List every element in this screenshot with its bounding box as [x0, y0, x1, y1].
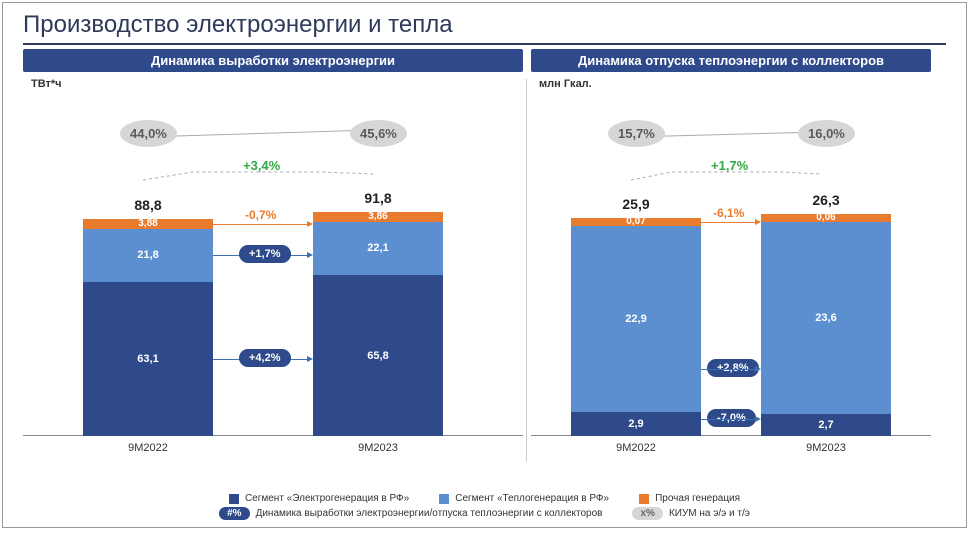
bar-segment-orange: 0,07	[571, 218, 701, 226]
bar-x-label: 9M2023	[313, 442, 443, 454]
bar-segment-dark: 2,7	[761, 414, 891, 436]
bar-segment-light: 21,8	[83, 229, 213, 282]
legend-kium-icon: x%	[632, 507, 662, 520]
bar-segment-dark: 65,8	[313, 275, 443, 436]
legend: Сегмент «Электрогенерация в РФ» Сегмент «…	[23, 493, 946, 523]
legend-badge-icon: #%	[219, 507, 249, 520]
bar-segment-light: 23,6	[761, 222, 891, 414]
change-arrow	[213, 224, 307, 225]
kium-badge: 16,0%	[798, 120, 855, 147]
kium-badge: 15,7%	[608, 120, 665, 147]
change-arrow	[701, 419, 755, 420]
page-title: Производство электроэнергии и тепла	[3, 3, 966, 43]
electricity-unit: ТВт*ч	[31, 78, 523, 90]
legend-swatch	[229, 494, 239, 504]
bar-x-label: 9M2023	[761, 442, 891, 454]
bar-total: 91,8	[313, 190, 443, 206]
segment-change-orange: -0,7%	[245, 208, 276, 222]
legend-swatch	[639, 494, 649, 504]
change-arrow	[701, 222, 755, 223]
segment-change-badge: +1,7%	[239, 245, 291, 263]
kium-badge: 45,6%	[350, 120, 407, 147]
bar-segment-orange: 0,06	[761, 214, 891, 222]
bar-segment-light: 22,9	[571, 226, 701, 412]
segment-change-badge: -7,0%	[707, 409, 756, 427]
bar-segment-orange: 3,88	[83, 219, 213, 228]
legend-badge-text: Динамика выработки электроэнергии/отпуск…	[256, 508, 603, 519]
bar-column: 2,723,60,069M202326,3	[761, 214, 891, 436]
bar-segment-dark: 2,9	[571, 412, 701, 436]
legend-item-text: Прочая генерация	[655, 493, 740, 504]
legend-item-text: Сегмент «Электрогенерация в РФ»	[245, 493, 409, 504]
bar-column: 2,922,90,079M202225,9	[571, 218, 701, 436]
electricity-header: Динамика выработки электроэнергии	[23, 49, 523, 72]
bar-column: 63,121,83,889M202288,8	[83, 219, 213, 436]
bar-segment-dark: 63,1	[83, 282, 213, 436]
segment-change-badge: +2,8%	[707, 359, 759, 377]
bar-x-label: 9M2022	[83, 442, 213, 454]
bar-total: 26,3	[761, 192, 891, 208]
segment-change-badge: +4,2%	[239, 349, 291, 367]
legend-swatch	[439, 494, 449, 504]
divider	[23, 43, 946, 45]
segment-change-orange: -6,1%	[713, 206, 744, 220]
change-arrow	[701, 369, 755, 370]
electricity-chart: 63,121,83,889M202288,844,0%65,822,13,869…	[23, 92, 523, 462]
bar-total: 25,9	[571, 196, 701, 212]
heat-header: Динамика отпуска теплоэнергии с коллекто…	[531, 49, 931, 72]
heat-chart: 2,922,90,079M202225,915,7%2,723,60,069M2…	[531, 92, 931, 462]
legend-item-text: Сегмент «Теплогенерация в РФ»	[455, 493, 609, 504]
legend-kium-text: КИУМ на э/э и т/э	[669, 508, 750, 519]
heat-unit: млн Гкал.	[539, 78, 931, 90]
bar-segment-light: 22,1	[313, 222, 443, 276]
electricity-panel: Динамика выработки электроэнергии ТВт*ч …	[23, 49, 523, 462]
top-change: +3,4%	[243, 158, 280, 173]
bar-segment-orange: 3,86	[313, 212, 443, 221]
kium-badge: 44,0%	[120, 120, 177, 147]
top-change: +1,7%	[711, 158, 748, 173]
bar-column: 65,822,13,869M202391,8	[313, 212, 443, 436]
bar-total: 88,8	[83, 197, 213, 213]
bar-x-label: 9M2022	[571, 442, 701, 454]
heat-panel: Динамика отпуска теплоэнергии с коллекто…	[531, 49, 931, 462]
